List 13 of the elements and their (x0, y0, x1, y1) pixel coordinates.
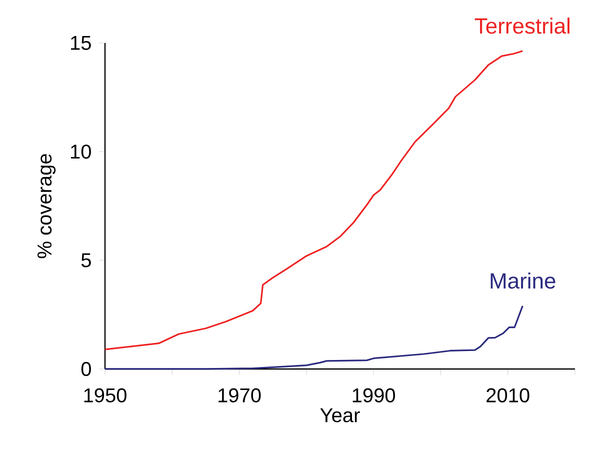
series-label: Marine (490, 272, 556, 289)
y-tick-label: 10 (71, 144, 91, 159)
x-tick-label: 1970 (218, 388, 261, 402)
y-tick-label: 15 (71, 36, 91, 50)
x-tick-label: 1950 (84, 388, 126, 402)
y-tick-label: 5 (81, 253, 91, 268)
series-label: Terrestrial (474, 18, 570, 34)
x-tick-label: 1990 (352, 388, 396, 402)
x-axis-title: Year (320, 408, 360, 422)
y-tick-label: 0 (81, 362, 91, 376)
y-axis-title: % coverage (38, 154, 56, 258)
x-tick-label: 2010 (486, 388, 530, 402)
line-series (104, 305, 524, 370)
